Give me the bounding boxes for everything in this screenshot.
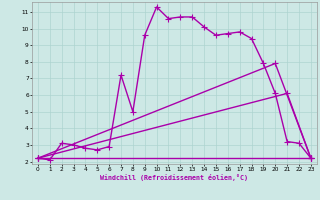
X-axis label: Windchill (Refroidissement éolien,°C): Windchill (Refroidissement éolien,°C)	[100, 174, 248, 181]
